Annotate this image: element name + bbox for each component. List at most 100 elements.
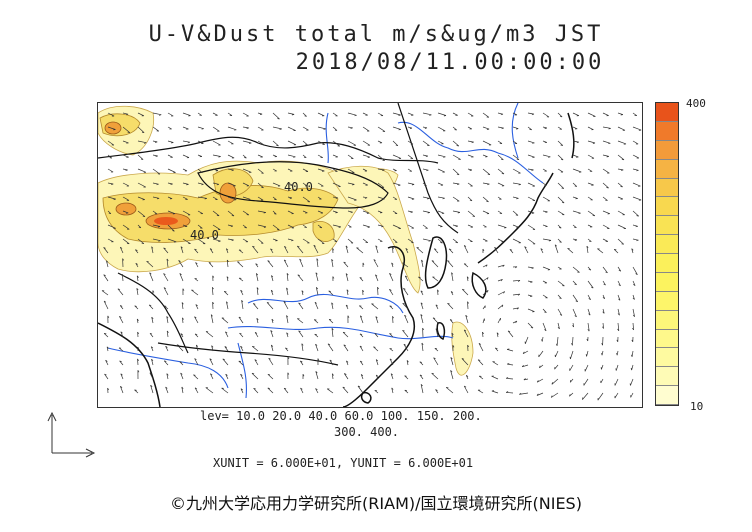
wind-vector bbox=[152, 224, 161, 227]
wind-vector bbox=[347, 154, 354, 159]
wind-vector bbox=[362, 182, 368, 186]
wind-vector-head bbox=[551, 382, 554, 385]
wind-vector bbox=[437, 210, 445, 214]
wind-vector bbox=[512, 126, 519, 129]
chart-timestamp: 2018/08/11.00:00:00 bbox=[295, 50, 605, 75]
colorbar-segment bbox=[656, 235, 678, 254]
wind-vector bbox=[359, 315, 364, 324]
wind-vector bbox=[122, 126, 131, 133]
wind-vector bbox=[527, 224, 536, 230]
wind-vector bbox=[512, 224, 519, 228]
wind-vector bbox=[512, 140, 518, 144]
wind-vector-head bbox=[287, 372, 290, 375]
wind-vector-head bbox=[618, 269, 621, 272]
wind-vector-head bbox=[434, 248, 437, 250]
wind-vector bbox=[463, 329, 469, 338]
wind-vector bbox=[527, 308, 535, 312]
wind-vector bbox=[122, 140, 129, 144]
wind-vector bbox=[482, 140, 492, 146]
wind-vector-head bbox=[244, 157, 247, 159]
wind-vector bbox=[317, 140, 325, 145]
wind-vector bbox=[332, 154, 338, 158]
wind-vector-head bbox=[224, 291, 227, 293]
wind-vector-head bbox=[601, 343, 603, 346]
wind-vector bbox=[421, 259, 424, 268]
wind-vector bbox=[506, 392, 514, 394]
wind-vector-head bbox=[561, 201, 565, 204]
wind-vector-head bbox=[375, 245, 378, 248]
wind-vector bbox=[152, 168, 161, 175]
wind-vector bbox=[557, 280, 565, 287]
wind-vector bbox=[497, 154, 504, 161]
wind-vector bbox=[152, 210, 158, 215]
wind-vector bbox=[151, 246, 154, 254]
wind-vector bbox=[167, 182, 173, 185]
wind-vector-head bbox=[329, 319, 332, 321]
wind-vector-head bbox=[181, 386, 184, 389]
wind-vector bbox=[238, 277, 244, 282]
wind-vector bbox=[227, 154, 235, 159]
wind-vector bbox=[497, 182, 505, 187]
colorbar-segment bbox=[656, 367, 678, 387]
wind-vector bbox=[107, 112, 115, 117]
wind-vector-head bbox=[602, 326, 604, 329]
wind-vector bbox=[572, 126, 578, 130]
wind-vector-head bbox=[469, 199, 473, 202]
wind-vector-head bbox=[544, 127, 547, 129]
wind-vector bbox=[151, 359, 154, 366]
wind-vector bbox=[178, 260, 184, 268]
wind-vector bbox=[557, 224, 562, 229]
wind-vector-head bbox=[149, 304, 152, 306]
wind-vector bbox=[212, 126, 220, 132]
contour-levels-line1: lev= 10.0 20.0 40.0 60.0 100. 150. 200. bbox=[200, 409, 482, 423]
wind-vector bbox=[212, 210, 220, 217]
wind-vector bbox=[315, 287, 319, 296]
wind-vector bbox=[519, 392, 529, 395]
wind-vector-head bbox=[179, 361, 183, 363]
wind-vector bbox=[497, 224, 507, 228]
wind-vector bbox=[362, 224, 370, 228]
dust-core-5 bbox=[104, 121, 122, 135]
wind-vector bbox=[287, 238, 294, 241]
wind-vector bbox=[166, 316, 169, 324]
wind-vector bbox=[632, 294, 635, 300]
wind-vector bbox=[617, 112, 624, 115]
wind-vector bbox=[272, 140, 279, 147]
wind-vector bbox=[167, 112, 174, 117]
wind-vector bbox=[478, 343, 484, 352]
wind-vector bbox=[194, 387, 199, 394]
wind-vector-head bbox=[301, 290, 304, 293]
wind-vector bbox=[136, 275, 139, 282]
wind-vector bbox=[506, 377, 514, 380]
wind-vector-head bbox=[110, 183, 114, 186]
wind-vector bbox=[317, 154, 323, 158]
wind-vector-head bbox=[195, 262, 198, 264]
wind-vector-head bbox=[382, 198, 385, 200]
wind-vector bbox=[119, 316, 124, 324]
wind-vector-head bbox=[113, 198, 116, 200]
wind-vector bbox=[270, 289, 274, 296]
wind-vector-head bbox=[410, 211, 413, 213]
wind-vector bbox=[362, 210, 370, 214]
wind-vector-head bbox=[209, 358, 212, 361]
wind-vector bbox=[537, 378, 544, 383]
wind-vector bbox=[602, 112, 609, 116]
wind-vector bbox=[347, 238, 354, 244]
wind-vector bbox=[556, 336, 559, 346]
wind-vector-head bbox=[377, 287, 379, 290]
wind-vector-head bbox=[163, 247, 166, 250]
wind-vector-head bbox=[350, 211, 353, 214]
wind-vector bbox=[527, 182, 535, 187]
wind-vector-head bbox=[119, 316, 122, 318]
wind-vector-head bbox=[588, 298, 591, 300]
wind-vector bbox=[359, 360, 364, 366]
wind-vector bbox=[422, 224, 428, 229]
wind-vector bbox=[407, 154, 414, 159]
wind-vector bbox=[227, 126, 237, 131]
wind-vector-head bbox=[212, 275, 215, 278]
wind-vector-head bbox=[360, 315, 363, 318]
wind-vector bbox=[166, 258, 169, 268]
wind-vector bbox=[272, 196, 277, 201]
wind-vector bbox=[182, 112, 191, 116]
wind-vector bbox=[602, 210, 610, 215]
